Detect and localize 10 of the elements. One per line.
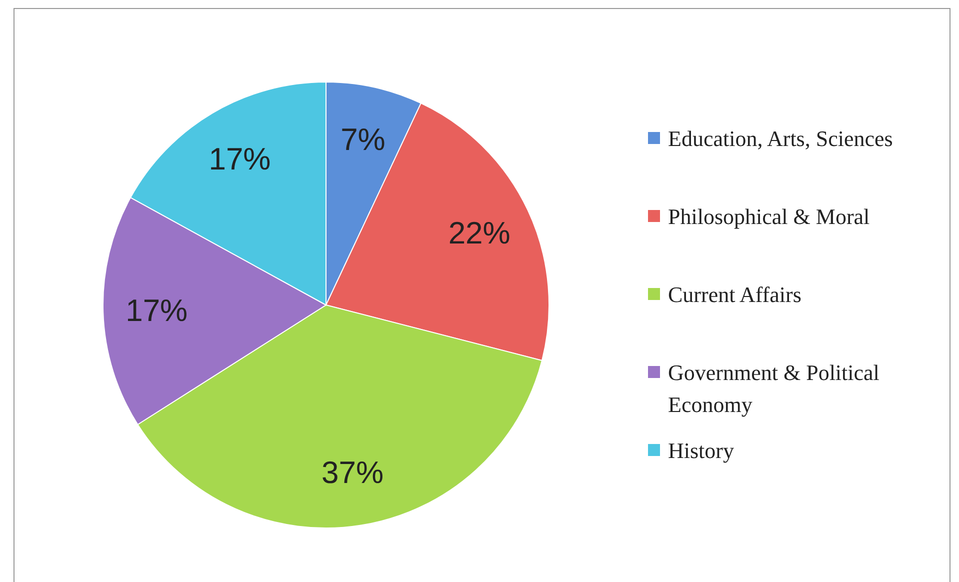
legend-label: Current Affairs xyxy=(668,282,802,306)
data-label: 22% xyxy=(448,215,510,250)
legend-label: Education, Arts, Sciences xyxy=(668,126,893,150)
data-label: 17% xyxy=(126,292,188,328)
legend-label: History xyxy=(668,438,734,462)
legend-label: Government & Political Economy xyxy=(668,360,880,416)
data-label: 7% xyxy=(340,122,386,158)
data-label: 17% xyxy=(208,142,271,177)
data-label: 37% xyxy=(321,454,384,490)
legend-label: Philosophical & Moral xyxy=(668,204,870,228)
